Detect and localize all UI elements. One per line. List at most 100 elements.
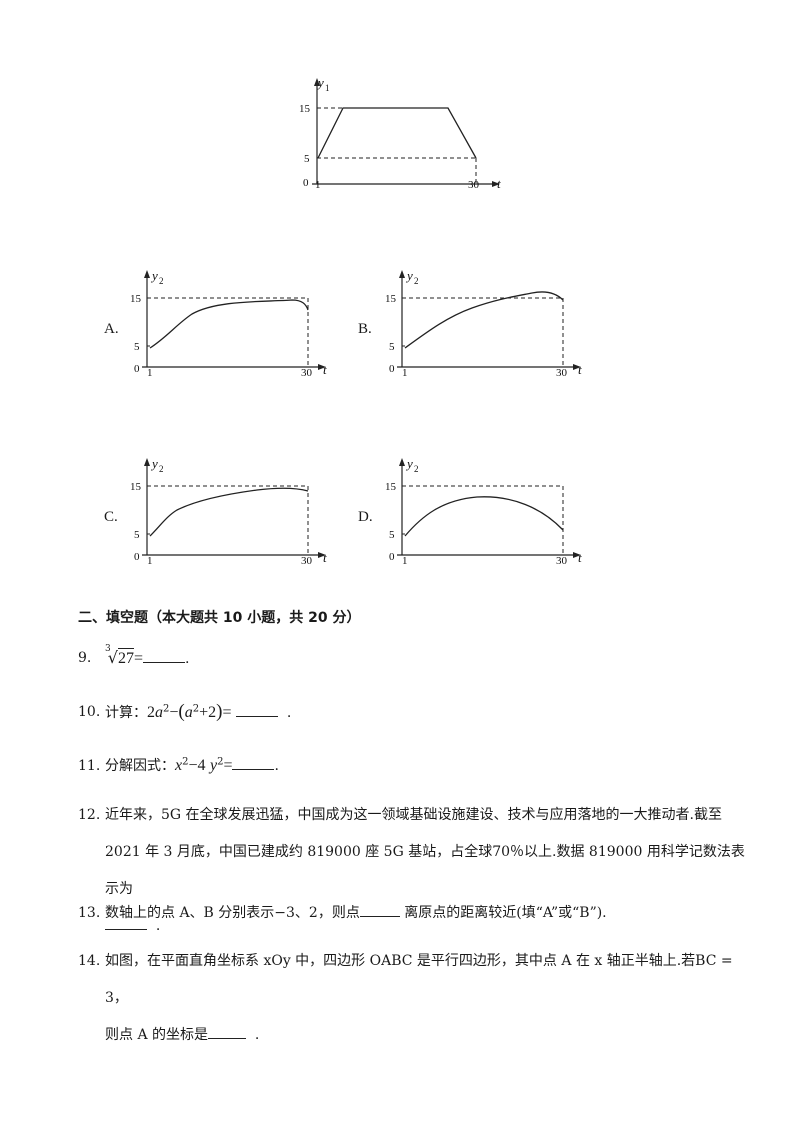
option-a-graph: y 2 t 15 5 0 1 30 — [122, 262, 352, 391]
x-axis-arrow — [318, 364, 326, 370]
answer-blank[interactable] — [232, 753, 275, 770]
tick-0: 0 — [134, 363, 140, 375]
tick-5: 5 — [134, 341, 140, 353]
question-body: 如图，在平面直角坐标系 xOy 中，四边形 OABC 是平行四边形，其中点 A … — [105, 943, 758, 1054]
period: . — [184, 651, 190, 667]
question-11: 11. 分解因式：x2−4 y2=. — [78, 751, 758, 781]
y-axis-arrow — [399, 270, 405, 278]
y-label-sub: 2 — [414, 276, 419, 286]
question-number: 12. — [78, 807, 101, 823]
question-14: 14. 如图，在平面直角坐标系 xOy 中，四边形 OABC 是平行四边形，其中… — [78, 943, 758, 1054]
lparen: ( — [178, 701, 185, 722]
y-label: y — [150, 456, 158, 471]
option-a-svg: y 2 t 15 5 0 1 30 — [130, 268, 327, 379]
question-text-b: 离原点的距离较近(填“A”或“B”). — [399, 905, 607, 921]
question-text-a: 数轴上的点 A、B 分别表示−3、2，则点 — [105, 905, 360, 921]
y-axis-arrow — [314, 78, 320, 86]
y-axis-arrow — [399, 458, 405, 466]
period: . — [286, 705, 292, 721]
tick-5: 5 — [389, 341, 395, 353]
radical-sign: √ — [107, 648, 118, 667]
option-b-svg: y 2 t 15 5 0 1 30 — [385, 268, 582, 379]
question-line-2: 2021 年 3 月底，中国已建成约 819000 座 5G 基站，占全球70％… — [105, 844, 745, 897]
answer-blank[interactable] — [142, 646, 185, 663]
option-d-graph: y 2 t 15 5 0 1 30 — [377, 450, 607, 579]
x-axis-arrow — [492, 181, 500, 187]
x-label: t — [323, 550, 327, 565]
x-label: t — [578, 550, 582, 565]
tick-0: 0 — [389, 363, 395, 375]
tick-15: 15 — [299, 103, 311, 115]
y-label: y — [150, 268, 158, 283]
question-12: 12. 近年来，5G 在全球发展迅猛，中国成为这一领域基础设施建设、技术与应用落… — [78, 797, 758, 945]
tick-30: 30 — [556, 555, 568, 567]
section-title: 二、填空题（本大题共 10 小题，共 20 分） — [78, 610, 361, 626]
answer-blank[interactable] — [208, 1022, 247, 1039]
tick-1: 1 — [402, 555, 408, 567]
exp-x: 2 — [182, 756, 189, 768]
tick-0: 0 — [134, 551, 140, 563]
tick-30: 30 — [468, 179, 480, 191]
y-label-sub: 1 — [325, 83, 330, 93]
y-label: y — [405, 268, 413, 283]
exp-y: 2 — [217, 756, 224, 768]
question-line-1: 近年来，5G 在全球发展迅猛，中国成为这一领域基础设施建设、技术与应用落地的一大… — [105, 807, 722, 823]
var-a: a — [155, 704, 163, 721]
period: . — [254, 1027, 260, 1043]
y-label: y — [316, 75, 324, 90]
question-13: 13. 数轴上的点 A、B 分别表示−3、2，则点 离原点的距离较近(填“A”或… — [78, 898, 758, 928]
var-y: y — [209, 757, 218, 774]
x-axis-arrow — [573, 364, 581, 370]
question-10: 10. 计算：2a2−(a2+2)= . — [78, 697, 758, 728]
root-index: 3 — [105, 644, 111, 655]
x-label: t — [497, 176, 501, 191]
y1-curve — [317, 107, 477, 159]
x-axis-arrow — [318, 552, 326, 558]
question-9: 9. 3√27=. — [78, 643, 758, 674]
tick-30: 30 — [301, 367, 313, 379]
period: . — [274, 758, 279, 774]
question-prefix: 分解因式： — [105, 758, 175, 774]
tick-1: 1 — [147, 555, 153, 567]
rparen: ) — [216, 701, 223, 722]
option-c-graph: y 2 t 15 5 0 1 30 — [122, 450, 352, 579]
question-body: 计算：2a2−(a2+2)= . — [105, 697, 758, 728]
tick-0: 0 — [389, 551, 395, 563]
tick-30: 30 — [301, 555, 313, 567]
tick-0: 0 — [303, 177, 309, 189]
x-label: t — [578, 362, 582, 377]
main-graph-svg: y 1 t 15 5 0 1 30 — [299, 75, 501, 191]
option-a-label: A. — [104, 321, 119, 337]
question-number: 14. — [78, 953, 101, 969]
curve-a — [149, 299, 309, 349]
var-x: x — [175, 757, 183, 774]
y-label-sub: 2 — [414, 464, 419, 474]
main-graph: y 1 t 15 5 0 1 30 — [290, 70, 520, 204]
question-body: 3√27=. — [105, 643, 758, 674]
y-axis-arrow — [144, 458, 150, 466]
question-prefix: 计算： — [105, 705, 147, 721]
equals-sign: = — [223, 757, 233, 774]
question-number: 11. — [78, 758, 101, 774]
answer-blank[interactable] — [235, 700, 278, 717]
x-axis-arrow — [573, 552, 581, 558]
answer-blank[interactable] — [359, 900, 400, 917]
curve-b — [404, 291, 564, 349]
plus-two: +2 — [199, 704, 217, 721]
question-number: 10. — [78, 704, 101, 720]
y-label-sub: 2 — [159, 276, 164, 286]
coef: 2 — [147, 704, 155, 721]
equals-sign: = — [222, 704, 232, 721]
question-body: 近年来，5G 在全球发展迅猛，中国成为这一领域基础设施建设、技术与应用落地的一大… — [105, 797, 758, 945]
option-c-svg: y 2 t 15 5 0 1 30 — [130, 456, 327, 567]
question-body: 数轴上的点 A、B 分别表示−3、2，则点 离原点的距离较近(填“A”或“B”)… — [105, 898, 758, 928]
question-number: 9. — [78, 650, 92, 666]
x-label: t — [323, 362, 327, 377]
tick-5: 5 — [134, 529, 140, 541]
answer-blank[interactable] — [105, 913, 147, 930]
tick-1: 1 — [402, 367, 408, 379]
exp: 2 — [163, 703, 170, 715]
option-c-label: C. — [104, 509, 118, 525]
minus-four: −4 — [188, 757, 206, 774]
tick-15: 15 — [385, 293, 397, 305]
